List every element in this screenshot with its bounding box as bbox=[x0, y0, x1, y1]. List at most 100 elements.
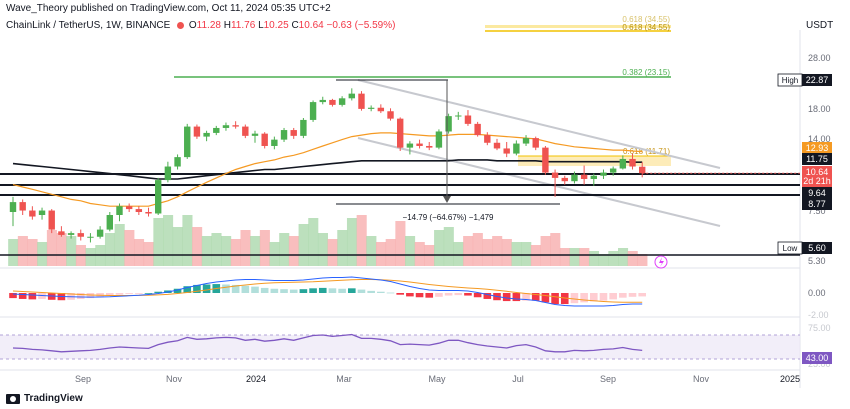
volume-bar bbox=[104, 233, 116, 266]
volume-bar bbox=[385, 239, 396, 266]
candle bbox=[174, 154, 181, 170]
price-axis[interactable]: 28.0018.0014.009.007.505.300.00-2.0075.0… bbox=[808, 53, 831, 369]
price-badge bbox=[802, 175, 832, 187]
horizontal-levels[interactable] bbox=[0, 173, 800, 256]
candle bbox=[155, 177, 162, 215]
macd-histogram-bar bbox=[502, 293, 511, 302]
volume-bar bbox=[472, 233, 483, 266]
time-axis-label[interactable]: Sep bbox=[75, 374, 91, 384]
macd-histogram-bar bbox=[551, 293, 559, 305]
macd-signal-line bbox=[12, 279, 643, 303]
macd-histogram-bar bbox=[348, 288, 356, 293]
candle-body bbox=[609, 168, 617, 173]
time-axis-label[interactable]: Jul bbox=[512, 374, 524, 384]
fib-618-top-label: 0.618 (34.55) bbox=[622, 23, 670, 32]
volume-bar bbox=[540, 236, 551, 266]
volume-bar bbox=[17, 236, 28, 266]
macd-histogram-bar bbox=[135, 293, 143, 294]
time-axis[interactable]: Sep Nov 2024 Mar May Jul Sep Nov 2025 bbox=[75, 374, 800, 384]
candle bbox=[629, 153, 636, 170]
candle-body bbox=[125, 206, 133, 210]
price-badge-text: 11.75 bbox=[806, 154, 828, 164]
macd-histogram-bar bbox=[619, 293, 627, 298]
candle bbox=[561, 175, 568, 185]
time-axis-label[interactable]: 2025 bbox=[780, 374, 800, 384]
ema200-line bbox=[12, 159, 643, 180]
candle-body bbox=[135, 209, 143, 213]
volume-bar bbox=[414, 242, 425, 266]
time-axis-label[interactable]: May bbox=[428, 374, 446, 384]
candle-body bbox=[184, 126, 191, 158]
candle bbox=[571, 171, 578, 184]
macd-histogram-bar bbox=[580, 293, 588, 303]
volume-bar bbox=[482, 239, 493, 266]
candle bbox=[503, 141, 510, 158]
fib-618-label: 0.618 (11.71) bbox=[623, 147, 670, 156]
time-axis-label[interactable]: Nov bbox=[166, 374, 183, 384]
measure-tool[interactable]: −14.79 (−64.67%) −1,479 bbox=[336, 79, 560, 222]
channel-lower-line[interactable] bbox=[357, 137, 721, 227]
time-axis-label[interactable]: 2024 bbox=[246, 374, 266, 384]
macd-histogram-bar bbox=[444, 293, 453, 296]
volume-bar bbox=[559, 248, 570, 266]
candle bbox=[367, 105, 375, 112]
candle bbox=[484, 132, 491, 146]
macd-histogram-bar bbox=[464, 293, 472, 296]
candle-body bbox=[542, 147, 549, 173]
volume-bar bbox=[211, 233, 222, 266]
volume-bar bbox=[434, 230, 445, 266]
macd-histogram-bar bbox=[338, 288, 346, 293]
macd-histogram-bar bbox=[512, 293, 521, 302]
volume-bar bbox=[259, 230, 270, 266]
symbol-ohlc-line: ChainLink / TetherUS, 1W, BINANCE O11.28… bbox=[6, 20, 395, 31]
volume-bar bbox=[221, 236, 232, 266]
descending-channel[interactable] bbox=[357, 79, 721, 227]
candles bbox=[9, 88, 800, 243]
symbol-title[interactable]: ChainLink / TetherUS, 1W, BINANCE bbox=[6, 20, 171, 31]
volume-bar bbox=[114, 224, 125, 266]
candle bbox=[319, 96, 326, 105]
macd-histogram-bar bbox=[86, 293, 95, 299]
channel-upper-line[interactable] bbox=[357, 79, 721, 169]
currency-label[interactable]: USDT bbox=[806, 20, 834, 31]
candle-body bbox=[590, 175, 597, 179]
candle-body bbox=[232, 125, 239, 127]
macd-histogram-bar bbox=[183, 286, 192, 293]
volume-bar bbox=[511, 242, 522, 266]
candle-body bbox=[174, 157, 181, 167]
candle-body bbox=[329, 99, 336, 105]
time-axis-label[interactable]: Mar bbox=[336, 374, 352, 384]
candle-body bbox=[532, 138, 539, 148]
macd-axis-label: -2.00 bbox=[808, 310, 829, 320]
price-axis-label: 5.30 bbox=[808, 256, 826, 266]
ohlc-open: 11.28 bbox=[196, 20, 221, 31]
rsi-badge-text: 43.00 bbox=[806, 353, 829, 363]
candle bbox=[377, 104, 385, 114]
candle bbox=[290, 127, 297, 139]
candle-body bbox=[455, 115, 462, 117]
macd-pane bbox=[9, 276, 646, 307]
volume-bar bbox=[163, 215, 174, 266]
macd-histogram-bar bbox=[628, 293, 637, 297]
volume-bar bbox=[124, 230, 135, 266]
volume-bar bbox=[153, 218, 164, 266]
candle bbox=[96, 226, 104, 239]
candle bbox=[213, 125, 220, 136]
macd-histogram-bar bbox=[483, 293, 492, 299]
lightning-icon[interactable] bbox=[654, 255, 668, 269]
candle-body bbox=[522, 138, 530, 144]
candle bbox=[493, 138, 501, 151]
candle bbox=[300, 118, 307, 139]
time-axis-label[interactable]: Nov bbox=[693, 374, 710, 384]
macd-histogram-bar bbox=[18, 293, 27, 299]
price-badge bbox=[802, 242, 832, 254]
price-badge bbox=[802, 187, 832, 199]
candle bbox=[639, 162, 646, 178]
macd-histogram-bar bbox=[76, 293, 85, 299]
rsi-band bbox=[0, 335, 800, 359]
candle bbox=[67, 231, 75, 239]
time-axis-label[interactable]: Sep bbox=[600, 374, 616, 384]
volume-bar bbox=[85, 248, 96, 266]
